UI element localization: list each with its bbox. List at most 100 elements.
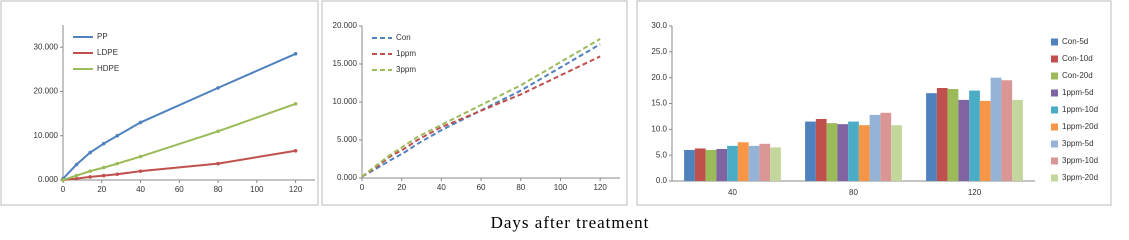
y-tick-label: 0.0 (656, 176, 668, 185)
point (88, 150, 92, 155)
point (293, 148, 298, 153)
x-tick-label: 80 (516, 183, 525, 192)
bar (805, 121, 816, 181)
legend-label: LDPE (97, 48, 118, 57)
x-tick-label: 80 (849, 188, 858, 197)
legend-label: PP (97, 32, 108, 41)
legend-label: 1ppm (396, 49, 416, 58)
legend-swatch (1051, 140, 1058, 148)
bar (848, 121, 859, 181)
x-tick-label: 120 (289, 185, 303, 194)
bar (936, 88, 948, 181)
bar (926, 93, 937, 181)
y-tick-label: 20.000 (34, 87, 59, 96)
point (101, 173, 106, 178)
x-tick-label: 60 (175, 185, 184, 194)
x-tick-label: 120 (968, 188, 982, 197)
y-tick-label: 10.000 (333, 97, 358, 106)
point (216, 129, 220, 134)
point (74, 173, 79, 178)
legend-label: HDPE (97, 64, 119, 73)
bar (979, 100, 991, 181)
point (216, 86, 220, 90)
legend-swatch (1051, 123, 1058, 131)
legend-label: 3ppm-20d (1062, 173, 1098, 182)
bar (748, 145, 760, 181)
point (74, 176, 79, 181)
point (88, 169, 92, 173)
bar (684, 150, 695, 181)
point (138, 154, 143, 159)
y-tick-label: 20.0 (651, 73, 667, 82)
legend-swatch (1051, 72, 1058, 80)
legend-label: 3ppm-5d (1062, 139, 1094, 148)
point (101, 165, 106, 170)
bar (1001, 80, 1013, 181)
bar (869, 114, 881, 181)
series-line (361, 55, 601, 178)
series-line (361, 38, 601, 178)
x-tick-label: 20 (397, 183, 406, 192)
legend-label: Con (396, 33, 411, 42)
point (138, 120, 143, 125)
y-tick-label: 30.0 (651, 21, 667, 30)
y-tick-label: 5.000 (337, 135, 358, 144)
legend-swatch (1051, 106, 1058, 114)
legend-swatch (1051, 174, 1058, 182)
x-tick-label: 40 (136, 185, 145, 194)
x-tick-label: 40 (728, 188, 737, 197)
y-tick-label: 5.0 (656, 150, 668, 159)
bar (694, 148, 706, 181)
point (138, 169, 143, 173)
legend-swatch (1051, 89, 1058, 97)
series-line (62, 102, 296, 181)
point (101, 141, 106, 146)
bar (770, 147, 781, 181)
x-tick-label: 100 (250, 185, 264, 194)
y-tick-label: 15.000 (333, 59, 358, 68)
y-tick-label: 0.000 (337, 173, 358, 182)
bar (815, 119, 827, 181)
bar (990, 77, 1002, 181)
panel-frame (0, 0, 319, 206)
bar (759, 143, 771, 181)
bar (1012, 99, 1023, 181)
x-tick-label: 100 (554, 183, 568, 192)
bar (716, 148, 728, 181)
bar (705, 150, 717, 181)
y-tick-label: 25.0 (651, 47, 667, 56)
bar (737, 142, 749, 181)
legend-swatch (1051, 55, 1058, 63)
bar (969, 90, 980, 181)
caption: Days after treatment (491, 213, 650, 232)
legend-label: 1ppm-10d (1062, 105, 1098, 114)
point (88, 175, 92, 179)
legend-label: 3ppm-10d (1062, 156, 1098, 165)
x-tick-label: 40 (437, 183, 446, 192)
point (293, 51, 298, 56)
point (293, 102, 298, 106)
bar (826, 123, 838, 181)
legend-label: Con-5d (1062, 37, 1088, 46)
y-tick-label: 30.000 (34, 42, 59, 51)
legend-label: 3ppm (396, 65, 416, 74)
legend-label: 1ppm-5d (1062, 88, 1094, 97)
x-tick-label: 60 (477, 183, 486, 192)
x-tick-label: 0 (61, 185, 66, 194)
series-line (62, 149, 296, 181)
y-tick-label: 10.0 (651, 124, 667, 133)
x-tick-label: 0 (360, 183, 365, 192)
legend-swatch (1051, 157, 1058, 165)
bar (858, 125, 870, 181)
point (115, 172, 120, 177)
legend-label: Con-20d (1062, 71, 1093, 80)
x-tick-label: 80 (214, 185, 223, 194)
y-tick-label: 0.000 (38, 175, 59, 184)
bar (947, 89, 959, 181)
bar (727, 145, 738, 181)
series-line (62, 52, 297, 180)
point (61, 178, 65, 182)
y-tick-label: 15.0 (651, 99, 667, 108)
x-tick-label: 120 (593, 183, 607, 192)
